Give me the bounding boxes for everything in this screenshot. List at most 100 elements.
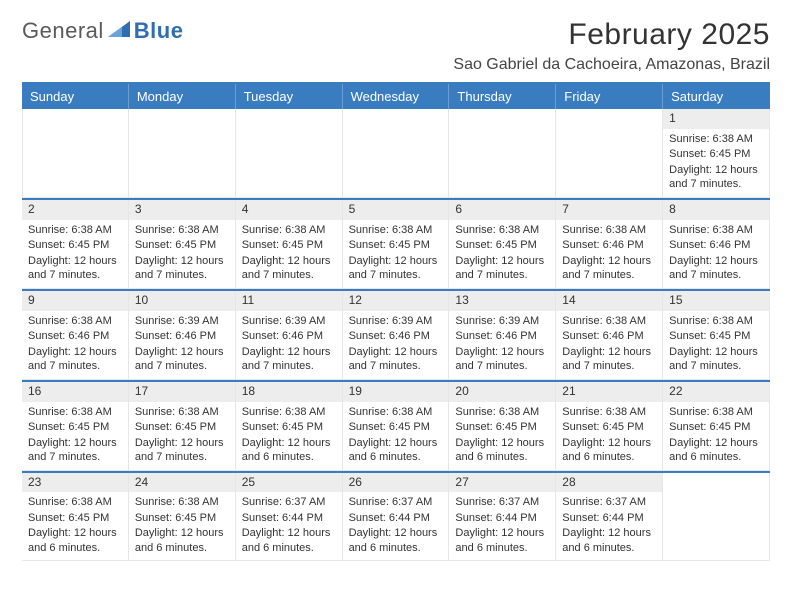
- calendar-cell: 12Sunrise: 6:39 AMSunset: 6:46 PMDayligh…: [343, 291, 450, 380]
- sunrise-text: Sunrise: 6:38 AM: [135, 405, 229, 420]
- calendar-cell: [343, 109, 450, 198]
- brand-word-1: General: [22, 18, 104, 44]
- day-number: 28: [556, 473, 662, 493]
- calendar-cell: 14Sunrise: 6:38 AMSunset: 6:46 PMDayligh…: [556, 291, 663, 380]
- day-number: 18: [236, 382, 342, 402]
- calendar-cell: 23Sunrise: 6:38 AMSunset: 6:45 PMDayligh…: [22, 473, 129, 562]
- calendar-cell: [236, 109, 343, 198]
- sunset-text: Sunset: 6:45 PM: [28, 420, 122, 435]
- daylight-text: Daylight: 12 hours and 6 minutes.: [562, 526, 656, 555]
- sunset-text: Sunset: 6:45 PM: [562, 420, 656, 435]
- day-number: 6: [449, 200, 555, 220]
- daylight-text: Daylight: 12 hours and 7 minutes.: [669, 254, 763, 283]
- sunrise-text: Sunrise: 6:38 AM: [135, 223, 229, 238]
- sunset-text: Sunset: 6:44 PM: [562, 511, 656, 526]
- day-body: Sunrise: 6:38 AMSunset: 6:45 PMDaylight:…: [129, 220, 235, 288]
- day-number: 25: [236, 473, 342, 493]
- sunset-text: Sunset: 6:45 PM: [669, 420, 763, 435]
- day-number: 24: [129, 473, 235, 493]
- day-number: 10: [129, 291, 235, 311]
- calendar-grid: 1Sunrise: 6:38 AMSunset: 6:45 PMDaylight…: [22, 109, 770, 561]
- day-number: 7: [556, 200, 662, 220]
- day-body: Sunrise: 6:38 AMSunset: 6:45 PMDaylight:…: [22, 492, 128, 560]
- daylight-text: Daylight: 12 hours and 7 minutes.: [669, 345, 763, 374]
- day-number: 13: [449, 291, 555, 311]
- sunrise-text: Sunrise: 6:38 AM: [28, 405, 122, 420]
- day-body: Sunrise: 6:38 AMSunset: 6:45 PMDaylight:…: [343, 402, 449, 470]
- calendar-page: General Blue February 2025 Sao Gabriel d…: [0, 0, 792, 612]
- daylight-text: Daylight: 12 hours and 6 minutes.: [455, 436, 549, 465]
- location-subtitle: Sao Gabriel da Cachoeira, Amazonas, Braz…: [453, 56, 770, 74]
- sunrise-text: Sunrise: 6:38 AM: [28, 223, 122, 238]
- daylight-text: Daylight: 12 hours and 7 minutes.: [135, 436, 229, 465]
- day-body: Sunrise: 6:38 AMSunset: 6:46 PMDaylight:…: [663, 220, 769, 288]
- sunrise-text: Sunrise: 6:37 AM: [455, 495, 549, 510]
- calendar-cell: 24Sunrise: 6:38 AMSunset: 6:45 PMDayligh…: [129, 473, 236, 562]
- daylight-text: Daylight: 12 hours and 7 minutes.: [455, 345, 549, 374]
- calendar-cell: 17Sunrise: 6:38 AMSunset: 6:45 PMDayligh…: [129, 382, 236, 471]
- weekday-header: Thursday: [449, 84, 556, 109]
- calendar-cell: 11Sunrise: 6:39 AMSunset: 6:46 PMDayligh…: [236, 291, 343, 380]
- calendar-cell: 28Sunrise: 6:37 AMSunset: 6:44 PMDayligh…: [556, 473, 663, 562]
- calendar-cell: [556, 109, 663, 198]
- weekday-header: Friday: [556, 84, 663, 109]
- sunrise-text: Sunrise: 6:39 AM: [349, 314, 443, 329]
- sunset-text: Sunset: 6:44 PM: [349, 511, 443, 526]
- day-body: Sunrise: 6:38 AMSunset: 6:45 PMDaylight:…: [22, 220, 128, 288]
- calendar-cell: 3Sunrise: 6:38 AMSunset: 6:45 PMDaylight…: [129, 200, 236, 289]
- daylight-text: Daylight: 12 hours and 7 minutes.: [135, 345, 229, 374]
- day-body: Sunrise: 6:38 AMSunset: 6:45 PMDaylight:…: [236, 402, 342, 470]
- calendar-cell: 26Sunrise: 6:37 AMSunset: 6:44 PMDayligh…: [343, 473, 450, 562]
- sunrise-text: Sunrise: 6:37 AM: [242, 495, 336, 510]
- sunset-text: Sunset: 6:45 PM: [455, 420, 549, 435]
- day-number: 9: [22, 291, 128, 311]
- sunset-text: Sunset: 6:45 PM: [349, 420, 443, 435]
- sunrise-text: Sunrise: 6:38 AM: [349, 223, 443, 238]
- sunrise-text: Sunrise: 6:38 AM: [455, 405, 549, 420]
- sunrise-text: Sunrise: 6:38 AM: [669, 132, 763, 147]
- calendar-cell: 20Sunrise: 6:38 AMSunset: 6:45 PMDayligh…: [449, 382, 556, 471]
- day-body: Sunrise: 6:38 AMSunset: 6:45 PMDaylight:…: [556, 402, 662, 470]
- sunset-text: Sunset: 6:45 PM: [135, 511, 229, 526]
- day-body: Sunrise: 6:38 AMSunset: 6:45 PMDaylight:…: [343, 220, 449, 288]
- day-number: 4: [236, 200, 342, 220]
- calendar-cell: 10Sunrise: 6:39 AMSunset: 6:46 PMDayligh…: [129, 291, 236, 380]
- title-block: February 2025 Sao Gabriel da Cachoeira, …: [453, 18, 770, 74]
- sunset-text: Sunset: 6:45 PM: [28, 511, 122, 526]
- day-body: Sunrise: 6:38 AMSunset: 6:45 PMDaylight:…: [22, 402, 128, 470]
- daylight-text: Daylight: 12 hours and 7 minutes.: [242, 345, 336, 374]
- calendar-cell: 1Sunrise: 6:38 AMSunset: 6:45 PMDaylight…: [663, 109, 770, 198]
- daylight-text: Daylight: 12 hours and 7 minutes.: [28, 345, 122, 374]
- daylight-text: Daylight: 12 hours and 7 minutes.: [562, 345, 656, 374]
- weekday-header: Sunday: [22, 84, 129, 109]
- sunset-text: Sunset: 6:45 PM: [669, 329, 763, 344]
- calendar-cell: 19Sunrise: 6:38 AMSunset: 6:45 PMDayligh…: [343, 382, 450, 471]
- sunrise-text: Sunrise: 6:38 AM: [562, 314, 656, 329]
- day-number: 2: [22, 200, 128, 220]
- brand-triangle-icon: [108, 19, 130, 44]
- daylight-text: Daylight: 12 hours and 7 minutes.: [562, 254, 656, 283]
- daylight-text: Daylight: 12 hours and 7 minutes.: [242, 254, 336, 283]
- day-number: 14: [556, 291, 662, 311]
- day-number: 19: [343, 382, 449, 402]
- daylight-text: Daylight: 12 hours and 6 minutes.: [28, 526, 122, 555]
- day-body: Sunrise: 6:38 AMSunset: 6:45 PMDaylight:…: [663, 311, 769, 379]
- calendar-cell: 25Sunrise: 6:37 AMSunset: 6:44 PMDayligh…: [236, 473, 343, 562]
- day-body: Sunrise: 6:37 AMSunset: 6:44 PMDaylight:…: [556, 492, 662, 560]
- sunrise-text: Sunrise: 6:38 AM: [28, 314, 122, 329]
- header: General Blue February 2025 Sao Gabriel d…: [22, 18, 770, 74]
- calendar-cell: 6Sunrise: 6:38 AMSunset: 6:45 PMDaylight…: [449, 200, 556, 289]
- sunset-text: Sunset: 6:45 PM: [242, 420, 336, 435]
- sunset-text: Sunset: 6:46 PM: [242, 329, 336, 344]
- daylight-text: Daylight: 12 hours and 6 minutes.: [349, 436, 443, 465]
- calendar-cell: 9Sunrise: 6:38 AMSunset: 6:46 PMDaylight…: [22, 291, 129, 380]
- day-body: Sunrise: 6:38 AMSunset: 6:45 PMDaylight:…: [129, 402, 235, 470]
- calendar-cell: 27Sunrise: 6:37 AMSunset: 6:44 PMDayligh…: [449, 473, 556, 562]
- calendar-cell: 8Sunrise: 6:38 AMSunset: 6:46 PMDaylight…: [663, 200, 770, 289]
- sunrise-text: Sunrise: 6:39 AM: [135, 314, 229, 329]
- sunset-text: Sunset: 6:45 PM: [28, 238, 122, 253]
- calendar-cell: [449, 109, 556, 198]
- day-number: 21: [556, 382, 662, 402]
- brand-logo: General Blue: [22, 18, 183, 44]
- day-body: Sunrise: 6:37 AMSunset: 6:44 PMDaylight:…: [343, 492, 449, 560]
